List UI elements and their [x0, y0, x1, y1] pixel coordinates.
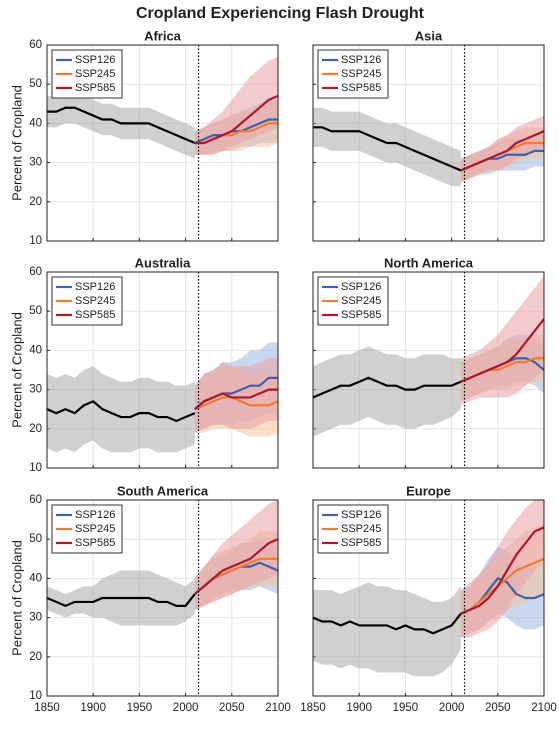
y-tick-label: 30 — [29, 612, 42, 624]
plot-frame — [46, 44, 279, 242]
uncertainty-band — [194, 358, 278, 433]
series-line — [46, 400, 196, 423]
legend-label: SSP245 — [341, 523, 381, 535]
panel: 10 20 30 40 50 60 Africa Percent of Cropland SSP… — [9, 28, 279, 247]
plot-frame — [312, 271, 545, 469]
x-tick-label: 2050 — [485, 702, 511, 714]
uncertainty-band — [194, 56, 278, 155]
series-line — [194, 388, 278, 411]
plot-frame — [312, 44, 545, 242]
panel: 10 20 30 40 50 60 Australia Percent of Cropland… — [9, 255, 279, 474]
uncertainty-band — [194, 500, 278, 610]
legend-label: SSP126 — [75, 54, 115, 66]
x-tick-label: 1900 — [346, 702, 372, 714]
x-tick-label: 1950 — [127, 702, 153, 714]
y-tick-label: 20 — [29, 196, 42, 208]
legend-label: SSP585 — [75, 537, 115, 549]
uncertainty-band — [313, 346, 461, 437]
y-tick-label: 20 — [29, 423, 42, 435]
legend-label: SSP245 — [341, 295, 381, 307]
series-line — [460, 318, 545, 383]
legend-label: SSP585 — [341, 309, 381, 321]
legend-label: SSP126 — [75, 281, 115, 293]
y-tick-label: 60 — [29, 266, 42, 278]
y-tick-label: 10 — [29, 462, 42, 474]
series-line — [194, 118, 278, 145]
y-tick-label: 20 — [29, 651, 42, 663]
y-tick-label: 10 — [29, 235, 42, 247]
panel-title: Europe — [406, 483, 451, 498]
legend-label: SSP126 — [341, 54, 381, 66]
uncertainty-band — [313, 107, 461, 187]
legend-label: SSP126 — [341, 509, 381, 521]
y-tick-label: 60 — [29, 494, 42, 506]
legend-label: SSP585 — [75, 309, 115, 321]
y-tick-label: 10 — [29, 690, 42, 702]
series-line — [312, 376, 462, 399]
series-line — [312, 613, 462, 635]
chart-title: Cropland Experiencing Flash Drought — [136, 5, 425, 22]
legend-label: SSP245 — [75, 523, 115, 535]
legend-label: SSP126 — [75, 509, 115, 521]
x-tick-label: 2100 — [265, 702, 291, 714]
plot-frame — [312, 499, 545, 697]
series-line — [460, 130, 545, 172]
y-tick-label: 50 — [29, 78, 42, 90]
y-tick-label: 50 — [29, 533, 42, 545]
y-tick-label: 50 — [29, 305, 42, 317]
uncertainty-band — [460, 115, 544, 183]
uncertainty-band — [313, 582, 461, 677]
y-tick-label: 60 — [29, 39, 42, 51]
legend-label: SSP245 — [341, 68, 381, 80]
y-axis-label: Percent of Cropland — [9, 540, 24, 656]
series-line — [460, 526, 545, 615]
series-line — [460, 557, 545, 615]
x-tick-label: 2000 — [439, 702, 465, 714]
uncertainty-band — [47, 366, 195, 453]
y-tick-label: 40 — [29, 344, 42, 356]
panel-title: South America — [117, 483, 209, 498]
uncertainty-band — [47, 92, 195, 159]
series-line — [194, 94, 279, 145]
legend-label: SSP585 — [75, 82, 115, 94]
x-tick-label: 1950 — [393, 702, 419, 714]
y-tick-label: 40 — [29, 572, 42, 584]
plot-frame — [46, 271, 279, 469]
panel-title: Australia — [135, 255, 191, 270]
series-line — [46, 593, 196, 608]
x-tick-label: 2050 — [219, 702, 245, 714]
panel: 10 20 30 40 50 60 1850 1900 1950 2000 2050 2100 Sout… — [9, 483, 290, 714]
panel-title: Asia — [415, 28, 443, 43]
panel-title: Africa — [144, 28, 182, 43]
x-tick-label: 1900 — [80, 702, 106, 714]
series-line — [194, 396, 279, 411]
y-axis-label: Percent of Cropland — [9, 85, 24, 201]
legend-label: SSP245 — [75, 295, 115, 307]
legend-label: SSP585 — [341, 537, 381, 549]
y-tick-label: 30 — [29, 157, 42, 169]
series-line — [194, 538, 279, 595]
x-tick-label: 1850 — [300, 702, 326, 714]
legend-label: SSP126 — [341, 281, 381, 293]
x-tick-label: 2100 — [531, 702, 557, 714]
x-tick-label: 2000 — [173, 702, 199, 714]
panel: 1850 1900 1950 2000 2050 2100 Europe SSP126 SSP2… — [300, 483, 557, 714]
legend-label: SSP585 — [341, 82, 381, 94]
panel: Asia SSP126 SSP245 SSP585 — [312, 28, 545, 242]
x-tick-label: 1850 — [34, 702, 60, 714]
y-axis-label: Percent of Cropland — [9, 312, 24, 428]
series-line — [313, 126, 462, 172]
plot-frame — [46, 499, 279, 697]
legend-label: SSP245 — [75, 68, 115, 80]
y-tick-label: 30 — [29, 384, 42, 396]
y-tick-label: 40 — [29, 117, 42, 129]
series-line — [47, 106, 196, 145]
panel-title: North America — [384, 255, 474, 270]
